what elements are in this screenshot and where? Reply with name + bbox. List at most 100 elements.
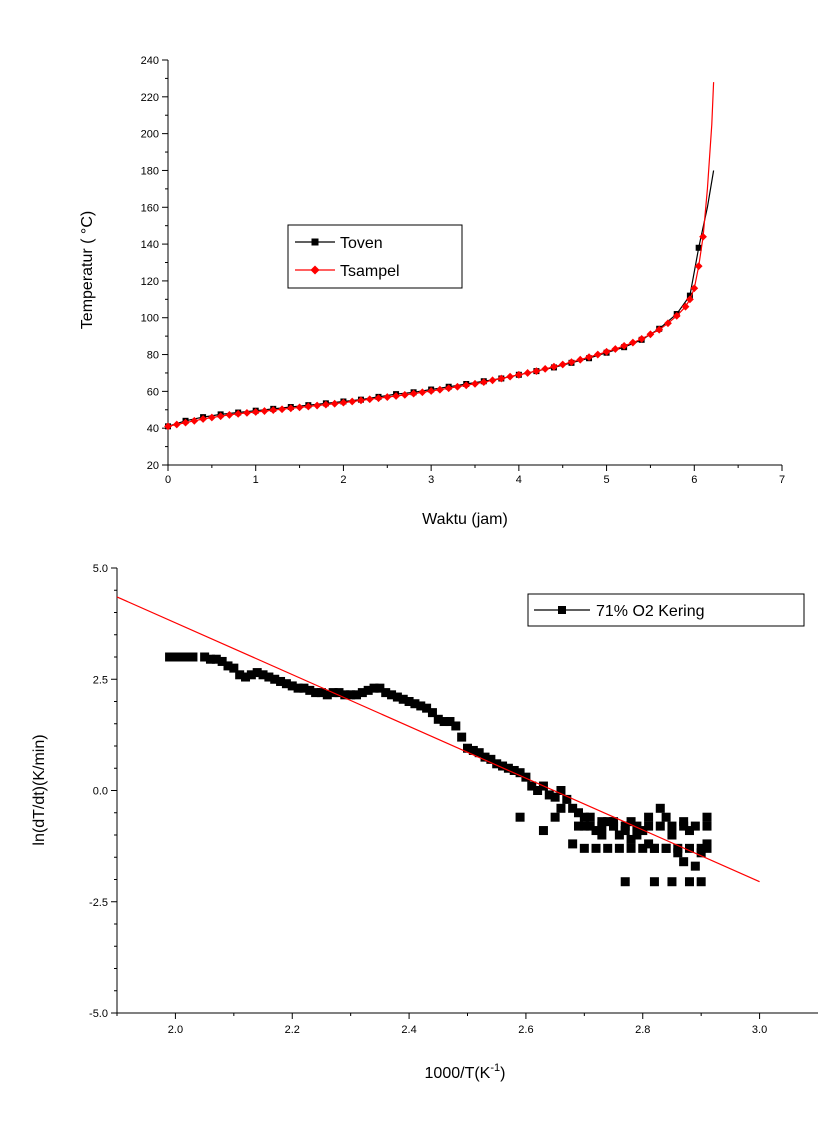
chart2-point	[696, 877, 706, 887]
chart2-point	[702, 843, 712, 853]
chart2-point	[667, 830, 677, 840]
chart2-point	[503, 763, 513, 773]
chart2-point	[217, 656, 227, 666]
chart1-point-tsampel	[295, 403, 304, 412]
chart2-point	[644, 821, 654, 831]
chart1-point-tsampel	[251, 408, 260, 416]
chart1-y-tick-label: 200	[141, 129, 159, 141]
chart1-point-tsampel	[576, 355, 585, 364]
chart2-point	[521, 772, 531, 782]
chart1-point-tsampel	[383, 393, 392, 401]
chart1-point-tsampel	[392, 392, 400, 400]
chart2-point	[299, 683, 309, 693]
chart2-legend-label: 71% O2 Kering	[596, 603, 705, 620]
chart2-point	[369, 683, 379, 693]
chart2-point	[597, 830, 607, 840]
chart2-point	[311, 688, 321, 698]
chart2-point	[515, 812, 525, 822]
chart2-x-tick-label: 3.0	[752, 1024, 767, 1036]
chart2-point	[363, 685, 373, 695]
chart2-point	[597, 817, 607, 827]
chart2-point	[626, 817, 636, 827]
chart1-y-tick-label: 160	[141, 202, 159, 214]
chart2-x-tick-label: 2.2	[285, 1024, 300, 1036]
chart2-point	[498, 761, 508, 771]
chart1-point-tsampel	[348, 397, 357, 406]
chart1-legend-box	[287, 224, 463, 289]
chart2-point	[200, 652, 210, 662]
chart2-point	[252, 668, 262, 678]
chart1-y-tick-label: 80	[147, 350, 159, 362]
chart1-point-tsampel	[664, 319, 672, 328]
chart1-point-tsampel	[181, 418, 190, 427]
chart2-point	[620, 877, 630, 887]
chart1-point-tsampel	[479, 378, 488, 387]
chart2-point	[433, 714, 443, 724]
chart1-point-tsampel	[199, 415, 207, 423]
chart1-x-tick-label: 7	[779, 474, 785, 486]
chart2-point	[573, 821, 583, 831]
chart2-point	[258, 670, 268, 680]
chart2-y-tick-label: 5.0	[93, 563, 108, 575]
chart1-point-tsampel	[637, 334, 646, 343]
chart1-point-tsampel	[278, 405, 286, 414]
chart2-point	[381, 688, 391, 698]
chart2-point	[276, 676, 286, 686]
chart2-y-tick-label: -2.5	[89, 897, 108, 909]
chart1-legend-marker-tsampel	[310, 265, 320, 275]
chart1-legend-marker-toven	[311, 238, 319, 246]
chart2-point	[241, 672, 251, 682]
chart1-y-tick-label: 20	[147, 460, 159, 472]
chart2-point	[655, 821, 665, 831]
chart2-point	[632, 830, 642, 840]
chart1-point-tsampel	[172, 420, 181, 429]
chart1-point-tsampel	[207, 413, 216, 422]
chart1-point-tsampel	[304, 402, 313, 411]
chart2-point	[398, 694, 408, 704]
chart2-point	[527, 781, 537, 791]
chart2-point	[626, 834, 636, 844]
chart2-point	[550, 812, 560, 822]
chart2-ylabel: ln(dT/dt)(K/min)	[31, 734, 48, 845]
chart1-y-tick-label: 140	[141, 239, 159, 251]
chart2-point	[515, 768, 525, 778]
chart2-point	[591, 843, 601, 853]
chart1-point-tsampel	[321, 400, 330, 409]
chart2-point	[463, 743, 472, 753]
chart1-point-tsampel	[286, 404, 295, 413]
chart1-xlabel: Waktu (jam)	[422, 511, 508, 528]
chart2-point	[609, 817, 619, 827]
chart1-point-tsampel	[330, 399, 339, 408]
chart2-point	[579, 812, 589, 822]
chart2-point	[573, 808, 583, 818]
chart2-xlabel: 1000/T(K-1)	[425, 1062, 506, 1082]
chart1-point-tsampel	[418, 388, 427, 397]
chart1-point-tsampel	[550, 362, 558, 371]
chart1-point-tsampel	[532, 367, 541, 376]
chart2-point	[591, 826, 601, 836]
chart2-point	[205, 654, 215, 664]
chart1-point-tsampel	[694, 262, 703, 271]
chart2-point	[357, 688, 367, 698]
chart1-point-tsampel	[488, 376, 497, 385]
chart2-point	[392, 692, 402, 702]
chart1-point-tsampel	[514, 370, 523, 379]
chart1-point-tsampel	[462, 381, 471, 390]
chart2-point	[684, 826, 694, 836]
chart2-point	[182, 652, 192, 662]
chart2-point	[579, 821, 589, 831]
chart1-x-tick-label: 0	[165, 474, 171, 486]
chart1-x-tick-label: 3	[428, 474, 434, 486]
chart1-x-tick-label: 1	[253, 474, 259, 486]
chart2-point	[346, 690, 356, 700]
chart1-point-tsampel	[471, 379, 479, 388]
chart2-legend-marker	[558, 606, 566, 614]
chart1-point-tsampel	[365, 395, 374, 404]
chart2-point	[211, 654, 221, 664]
chart1-point-tsampel	[672, 311, 681, 320]
chart2-point	[176, 652, 186, 662]
chart2-point	[188, 652, 198, 662]
chart1-y-tick-label: 240	[141, 55, 159, 67]
chart2-point	[281, 679, 291, 689]
